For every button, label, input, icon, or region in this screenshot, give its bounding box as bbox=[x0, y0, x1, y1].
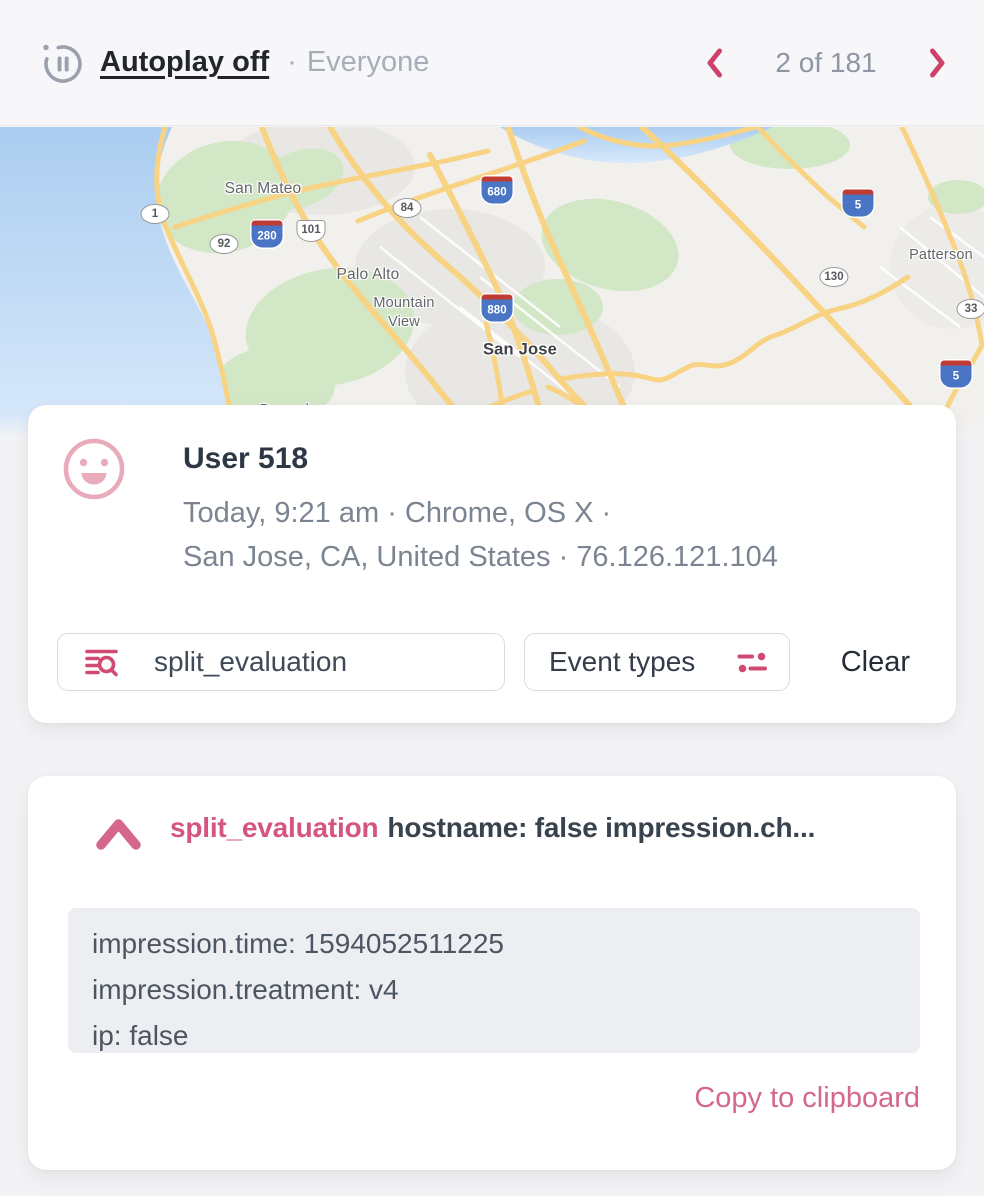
pager-position: 2 of 181 bbox=[775, 46, 877, 78]
event-name: split_evaluation bbox=[170, 812, 379, 843]
map-place-label: Patterson bbox=[909, 247, 973, 263]
user-name: User 518 bbox=[183, 442, 309, 475]
sliders-icon bbox=[737, 652, 767, 672]
audience-filter: · Everyone bbox=[287, 46, 429, 79]
map-route-shield: 33 bbox=[956, 299, 984, 319]
map-place-label: San Jose bbox=[482, 340, 558, 359]
event-card: split_evaluation hostname: false impressi… bbox=[28, 776, 956, 1170]
map-route-shield: 1 bbox=[140, 204, 170, 224]
map-place-label: Mountain bbox=[373, 295, 435, 311]
user-meta-line-2: San Jose, CA, United States · 76.126.121… bbox=[183, 541, 778, 573]
event-types-label: Event types bbox=[549, 646, 696, 677]
map-place-label: Palo Alto bbox=[336, 266, 400, 283]
payload-line: impression.time: 1594052511225 bbox=[92, 928, 504, 959]
user-meta-line-1: Today, 9:21 am · Chrome, OS X · bbox=[183, 497, 612, 529]
top-bar: Autoplay off · Everyone 2 of 181 bbox=[0, 0, 984, 126]
map-route-shield: 280 bbox=[251, 220, 283, 248]
previous-session-button[interactable] bbox=[698, 41, 731, 85]
event-types-button[interactable]: Event types bbox=[524, 633, 790, 691]
audience-label: Everyone bbox=[306, 46, 430, 78]
collapse-event-button[interactable] bbox=[88, 808, 149, 863]
smiley-face-icon bbox=[63, 438, 125, 500]
event-title-row[interactable]: split_evaluation hostname: false impressi… bbox=[170, 812, 932, 844]
event-filter-row: Event types Clear bbox=[28, 633, 956, 691]
chevron-right-icon bbox=[930, 48, 945, 77]
chevron-left-icon bbox=[707, 48, 722, 77]
chevron-up-icon bbox=[96, 819, 141, 850]
map-route-shield: 92 bbox=[209, 234, 239, 254]
payload-line: ip: false bbox=[92, 1020, 189, 1051]
session-pager: 2 of 181 bbox=[698, 41, 954, 85]
map-route-shield: 130 bbox=[819, 267, 849, 287]
clear-filters-button[interactable]: Clear bbox=[841, 633, 910, 691]
next-session-button[interactable] bbox=[921, 41, 954, 85]
copy-to-clipboard-button[interactable]: Copy to clipboard bbox=[694, 1082, 920, 1114]
map-route-shield: 880 bbox=[481, 294, 513, 322]
map-route-shield: 5 bbox=[842, 189, 874, 217]
event-summary: hostname: false impression.ch... bbox=[387, 812, 816, 843]
user-meta: Today, 9:21 am · Chrome, OS X · San Jose… bbox=[183, 491, 778, 579]
autoplay-label[interactable]: Autoplay off bbox=[100, 46, 270, 78]
autoplay-toggle[interactable]: Autoplay off · Everyone bbox=[38, 39, 429, 87]
map-route-shield: 5 bbox=[940, 360, 972, 388]
event-search-input[interactable] bbox=[57, 633, 505, 691]
dot-separator: · bbox=[287, 46, 297, 78]
pause-circle-icon bbox=[43, 44, 82, 83]
location-map[interactable]: San Mateo Palo Alto Mountain View San Jose Pa… bbox=[0, 127, 984, 438]
map-place-label: View bbox=[388, 314, 420, 330]
payload-line: impression.treatment: v4 bbox=[92, 974, 399, 1005]
map-route-shield: 84 bbox=[392, 198, 422, 218]
map-route-shield: 680 bbox=[481, 176, 513, 204]
map-route-shield: 101 bbox=[296, 220, 326, 242]
event-payload: impression.time: 1594052511225 impression… bbox=[68, 908, 920, 1053]
map-place-label: San Mateo bbox=[224, 180, 302, 197]
user-card: User 518 Today, 9:21 am · Chrome, OS X ·… bbox=[28, 405, 956, 723]
event-search-box bbox=[57, 633, 505, 691]
